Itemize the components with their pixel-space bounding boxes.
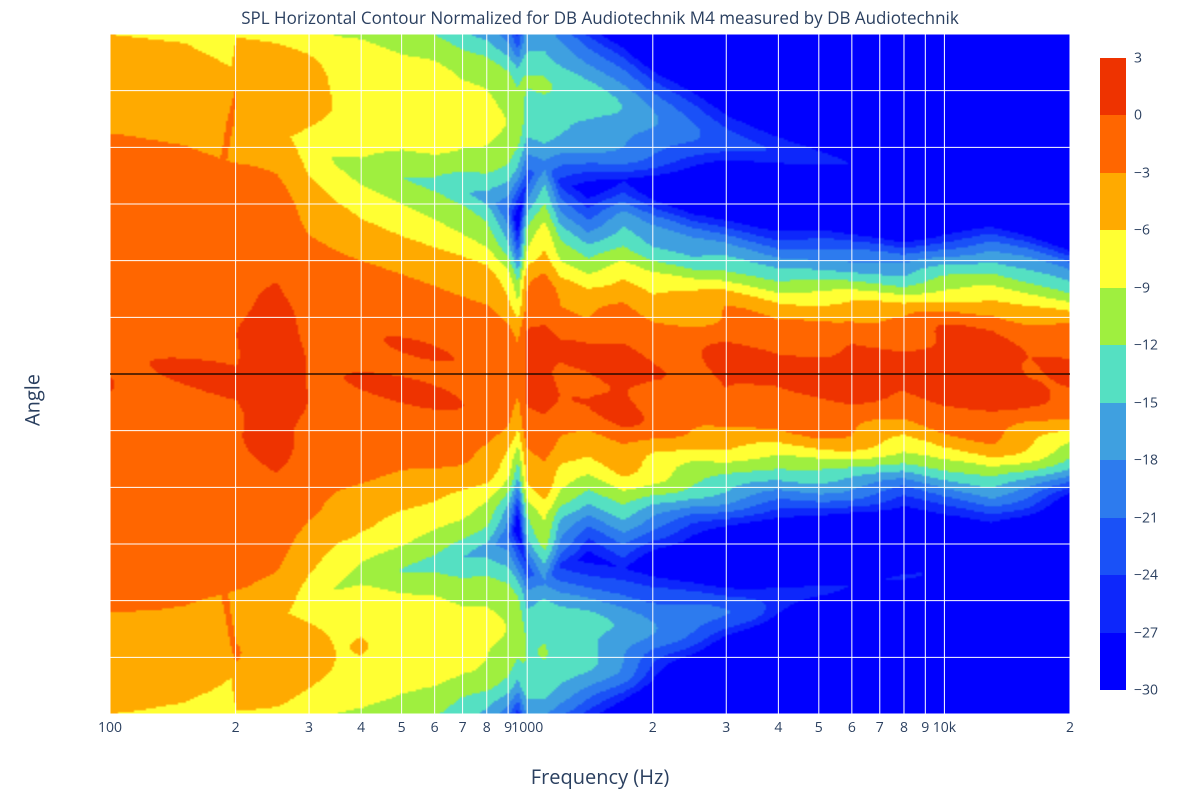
colorbar-step bbox=[1100, 173, 1126, 230]
colorbar-tick-label: −27 bbox=[1134, 623, 1158, 642]
x-tick-label: 2 bbox=[649, 718, 657, 737]
x-tick-label: 8 bbox=[900, 718, 908, 737]
contour-heatmap-canvas bbox=[110, 34, 1070, 714]
x-tick-label: 3 bbox=[722, 718, 730, 737]
y-axis-label: Angle bbox=[19, 374, 46, 426]
colorbar-step bbox=[1100, 460, 1126, 517]
colorbar-step bbox=[1100, 288, 1126, 345]
x-tick-label: 7 bbox=[459, 718, 467, 737]
x-tick-label: 10k bbox=[933, 718, 956, 737]
colorbar-tick-label: −3 bbox=[1134, 163, 1150, 182]
spl-contour-figure: SPL Horizontal Contour Normalized for DB… bbox=[0, 0, 1200, 800]
plot-area bbox=[110, 34, 1070, 714]
colorbar-tick-label: 0 bbox=[1134, 106, 1142, 125]
x-tick-label: 6 bbox=[431, 718, 439, 737]
chart-title: SPL Horizontal Contour Normalized for DB… bbox=[0, 6, 1200, 29]
colorbar-steps bbox=[1100, 58, 1126, 690]
colorbar-step bbox=[1100, 575, 1126, 632]
x-tick-label: 9 bbox=[921, 718, 929, 737]
colorbar-tick-label: −18 bbox=[1134, 451, 1158, 470]
x-tick-label: 5 bbox=[815, 718, 823, 737]
colorbar-tick-label: 3 bbox=[1134, 49, 1142, 68]
colorbar-step bbox=[1100, 345, 1126, 402]
x-tick-label: 1000 bbox=[511, 718, 543, 737]
x-tick-label: 8 bbox=[483, 718, 491, 737]
colorbar-tick-label: −30 bbox=[1134, 681, 1158, 700]
colorbar-step bbox=[1100, 230, 1126, 287]
x-tick-label: 100 bbox=[98, 718, 122, 737]
colorbar-tick-label: −6 bbox=[1134, 221, 1150, 240]
x-tick-label: 2 bbox=[232, 718, 240, 737]
x-tick-label: 6 bbox=[848, 718, 856, 737]
colorbar-step bbox=[1100, 115, 1126, 172]
x-tick-label: 5 bbox=[398, 718, 406, 737]
x-tick-label: 3 bbox=[305, 718, 313, 737]
x-axis-label: Frequency (Hz) bbox=[0, 763, 1200, 790]
colorbar-tick-label: −9 bbox=[1134, 278, 1150, 297]
colorbar-step bbox=[1100, 58, 1126, 115]
x-tick-label: 9 bbox=[504, 718, 512, 737]
colorbar-tick-label: −21 bbox=[1134, 508, 1158, 527]
colorbar-tick-label: −12 bbox=[1134, 336, 1158, 355]
x-tick-label: 2 bbox=[1066, 718, 1074, 737]
colorbar-step bbox=[1100, 633, 1126, 690]
colorbar-step bbox=[1100, 518, 1126, 575]
x-tick-label: 4 bbox=[357, 718, 365, 737]
colorbar-tick-label: −15 bbox=[1134, 393, 1158, 412]
colorbar-step bbox=[1100, 403, 1126, 460]
colorbar: −30−27−24−21−18−15−12−9−6−303 bbox=[1100, 58, 1126, 690]
colorbar-tick-label: −24 bbox=[1134, 566, 1158, 585]
x-tick-label: 7 bbox=[876, 718, 884, 737]
x-tick-label: 4 bbox=[774, 718, 782, 737]
